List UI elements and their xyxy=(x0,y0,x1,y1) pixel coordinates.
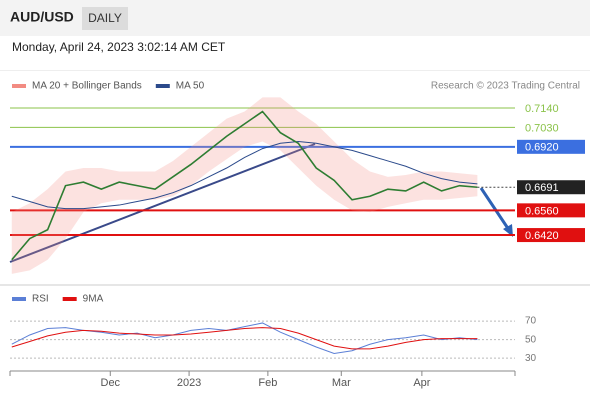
y-tick-label: 50 xyxy=(525,334,537,345)
series-line xyxy=(11,327,478,350)
x-tick-label: Dec xyxy=(101,377,121,389)
divider xyxy=(0,70,590,71)
level-label: 0.6920 xyxy=(525,142,559,154)
level-box xyxy=(517,139,585,154)
series-line xyxy=(11,110,478,261)
x-tick-label: Feb xyxy=(258,377,277,389)
forecast-arrow xyxy=(479,187,511,231)
legend-swatch xyxy=(12,84,26,88)
legend-label: MA 50 xyxy=(176,81,205,92)
legend-label: MA 20 + Bollinger Bands xyxy=(32,81,142,92)
x-tick-label: 2023 xyxy=(177,377,201,389)
timeframe-tab[interactable] xyxy=(82,7,128,30)
trend-line xyxy=(9,143,316,263)
level-label: 0.6691 xyxy=(525,182,559,194)
x-tick-label: Mar xyxy=(332,377,351,389)
arrow-head xyxy=(503,224,513,237)
x-tick-label: Apr xyxy=(413,377,430,389)
series-line xyxy=(11,141,478,210)
source: Research © 2023 Trading Central xyxy=(431,81,580,92)
legend-label: 9MA xyxy=(83,294,104,305)
legend-label: RSI xyxy=(32,294,49,305)
level-box xyxy=(517,228,585,243)
level-label: 0.7140 xyxy=(525,103,559,115)
bollinger-band xyxy=(11,97,478,274)
timeframe[interactable]: DAILY xyxy=(88,11,122,25)
legend-swatch xyxy=(155,84,170,88)
y-tick-label: 30 xyxy=(525,353,537,364)
symbol: AUD/USD xyxy=(10,9,74,25)
level-box xyxy=(517,180,585,195)
series-line xyxy=(11,322,478,355)
level-label: 0.7030 xyxy=(525,122,559,134)
level-label: 0.6560 xyxy=(525,205,559,217)
legend-swatch xyxy=(12,297,26,301)
legend-swatch xyxy=(62,297,77,301)
level-label: 0.6420 xyxy=(525,230,559,242)
y-tick-label: 70 xyxy=(525,316,537,327)
level-box xyxy=(517,203,585,218)
datetime: Monday, April 24, 2023 3:02:14 AM CET xyxy=(12,40,226,54)
